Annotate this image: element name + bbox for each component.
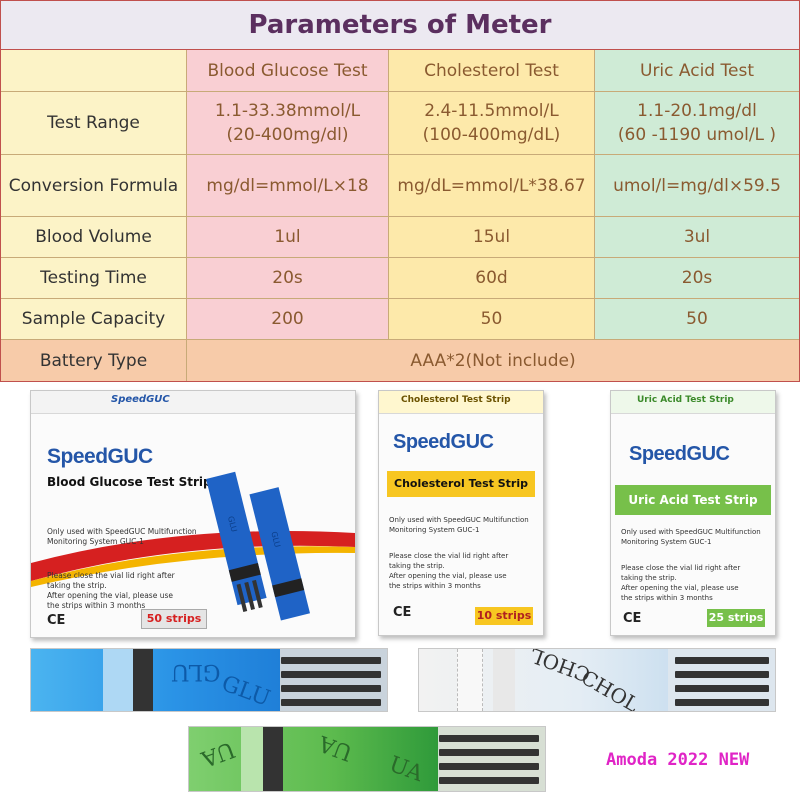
row-label-conversion: Conversion Formula bbox=[1, 155, 187, 217]
strip-graphic: GLU GLU bbox=[206, 471, 311, 621]
strip-label-2: GLU bbox=[218, 671, 274, 712]
electrode-lead bbox=[675, 657, 769, 664]
header-uric-acid: Uric Acid Test bbox=[595, 50, 799, 92]
strip-window bbox=[103, 649, 133, 711]
glucose-sample-capacity: 200 bbox=[187, 299, 389, 340]
glucose-test-range: 1.1-33.38mmol/L (20-400mg/dl) bbox=[187, 92, 389, 155]
svg-text:GLU: GLU bbox=[226, 515, 239, 533]
svg-text:GLU: GLU bbox=[269, 531, 282, 549]
uric-blood-volume: 3ul bbox=[595, 217, 799, 258]
box-lid: SpeedGUC bbox=[31, 391, 355, 414]
glucose-blood-volume: 1ul bbox=[187, 217, 389, 258]
product-name: Blood Glucose Test Strip bbox=[47, 475, 212, 489]
care-text: Please close the vial lid right after ta… bbox=[47, 571, 175, 610]
product-name-band: Uric Acid Test Strip bbox=[615, 485, 771, 515]
ce-mark: CE bbox=[623, 611, 642, 626]
ce-mark: CE bbox=[47, 613, 66, 628]
electrode-lead bbox=[675, 699, 769, 706]
strip-count-badge: 50 strips bbox=[141, 609, 207, 629]
electrode-lead bbox=[675, 671, 769, 678]
lid-label: Uric Acid Test Strip bbox=[637, 395, 734, 405]
cholesterol-testing-time: 60d bbox=[389, 258, 595, 299]
usage-text: Only used with SpeedGUC Multifunction Mo… bbox=[621, 528, 761, 546]
strip-label-2: CHOL bbox=[577, 665, 644, 712]
header-blank bbox=[1, 50, 187, 92]
uric-test-range: 1.1-20.1mg/dl (60 -1190 umol/L ) bbox=[595, 92, 799, 155]
cholesterol-conversion: mg/dL=mmol/L*38.67 bbox=[389, 155, 595, 217]
electrode-lead bbox=[439, 735, 539, 742]
strip-count-badge: 10 strips bbox=[475, 607, 533, 625]
contact-band bbox=[493, 649, 515, 711]
row-label-testing-time: Testing Time bbox=[1, 258, 187, 299]
electrode-lead bbox=[439, 777, 539, 784]
strip-label-3: UA bbox=[385, 751, 427, 788]
product-name-band: Cholesterol Test Strip bbox=[387, 471, 535, 497]
uric-acid-strip: UA UA UA bbox=[188, 726, 546, 792]
lid-label: SpeedGUC bbox=[111, 394, 170, 405]
cholesterol-test-range: 2.4-11.5mmol/L (100-400mg/dL) bbox=[389, 92, 595, 155]
usage-text: Only used with SpeedGUC Multifunction Mo… bbox=[389, 516, 529, 534]
row-label-blood-volume: Blood Volume bbox=[1, 217, 187, 258]
glucose-strip: GLU GLU bbox=[30, 648, 388, 712]
strip-label: GLU bbox=[171, 659, 221, 684]
table-title: Parameters of Meter bbox=[1, 1, 799, 50]
row-label-battery: Battery Type bbox=[1, 340, 187, 381]
cholesterol-box: Cholesterol Test Strip SpeedGUC Choleste… bbox=[378, 390, 544, 636]
uric-acid-box: Uric Acid Test Strip SpeedGUC Uric Acid … bbox=[610, 390, 776, 636]
strip-label: UA bbox=[197, 735, 239, 772]
strip-count-badge: 25 strips bbox=[707, 609, 765, 627]
box-lid: Cholesterol Test Strip bbox=[379, 391, 543, 414]
electrode-lead bbox=[281, 657, 381, 664]
glucose-conversion: mg/dl=mmol/L×18 bbox=[187, 155, 389, 217]
glucose-box: SpeedGUC SpeedGUC Blood Glucose Test Str… bbox=[30, 390, 356, 638]
electrode-lead bbox=[439, 763, 539, 770]
header-cholesterol: Cholesterol Test bbox=[389, 50, 595, 92]
glucose-testing-time: 20s bbox=[187, 258, 389, 299]
electrode-lead bbox=[675, 685, 769, 692]
electrode-lead bbox=[439, 749, 539, 756]
strip-window bbox=[457, 649, 483, 711]
uric-testing-time: 20s bbox=[595, 258, 799, 299]
row-label-test-range: Test Range bbox=[1, 92, 187, 155]
electrode-lead bbox=[281, 671, 381, 678]
brand-logo: SpeedGUC bbox=[47, 445, 153, 468]
row-label-sample-capacity: Sample Capacity bbox=[1, 299, 187, 340]
contact-band bbox=[263, 727, 283, 791]
brand-logo: SpeedGUC bbox=[629, 443, 730, 465]
battery-value: AAA*2(Not include) bbox=[187, 340, 799, 381]
uric-conversion: umol/l=mg/dl×59.5 bbox=[595, 155, 799, 217]
electrode-lead bbox=[281, 685, 381, 692]
ce-mark: CE bbox=[393, 605, 412, 620]
header-glucose: Blood Glucose Test bbox=[187, 50, 389, 92]
contact-band bbox=[133, 649, 153, 711]
watermark-text: Amoda 2022 NEW bbox=[606, 750, 750, 770]
cholesterol-blood-volume: 15ul bbox=[389, 217, 595, 258]
strip-window bbox=[241, 727, 263, 791]
box-lid: Uric Acid Test Strip bbox=[611, 391, 775, 414]
parameters-table: Parameters of Meter Blood Glucose Test C… bbox=[0, 0, 800, 382]
strip-label-2: UA bbox=[315, 729, 357, 766]
cholesterol-sample-capacity: 50 bbox=[389, 299, 595, 340]
brand-logo: SpeedGUC bbox=[393, 431, 494, 453]
lid-label: Cholesterol Test Strip bbox=[401, 395, 511, 405]
usage-text: Only used with SpeedGUC Multifunction Mo… bbox=[47, 527, 197, 546]
care-text: Please close the vial lid right after ta… bbox=[621, 564, 741, 602]
electrode-lead bbox=[281, 699, 381, 706]
care-text: Please close the vial lid right after ta… bbox=[389, 552, 509, 590]
uric-sample-capacity: 50 bbox=[595, 299, 799, 340]
cholesterol-strip: CHOL CHOL bbox=[418, 648, 776, 712]
